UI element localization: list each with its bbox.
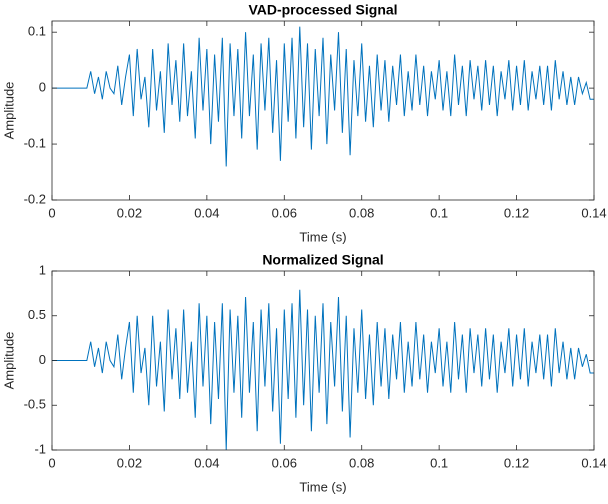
x-tick-label: 0.08 bbox=[349, 455, 374, 470]
x-tick-label: 0.04 bbox=[194, 455, 219, 470]
x-tick-label: 0.02 bbox=[117, 455, 142, 470]
x-tick-label: 0.1 bbox=[430, 205, 448, 220]
y-tick-label: -0.2 bbox=[24, 191, 46, 206]
axes-box bbox=[51, 20, 595, 201]
signal-line bbox=[52, 26, 594, 167]
x-tick-label: 0.02 bbox=[117, 205, 142, 220]
chart-title: Normalized Signal bbox=[262, 252, 383, 268]
y-tick-label: -0.5 bbox=[24, 397, 46, 412]
x-tick-label: 0.14 bbox=[581, 455, 606, 470]
y-axis-label: Amplitude bbox=[1, 82, 16, 140]
y-tick-label: -0.1 bbox=[24, 136, 46, 151]
y-tick-label: 0.1 bbox=[28, 24, 46, 39]
y-axis-label: Amplitude bbox=[1, 332, 16, 390]
x-tick-label: 0.1 bbox=[430, 455, 448, 470]
x-axis-label: Time (s) bbox=[299, 229, 346, 244]
y-tick-label: 0.5 bbox=[28, 307, 46, 322]
x-tick-label: 0.12 bbox=[504, 205, 529, 220]
chart-title: VAD-processed Signal bbox=[248, 2, 397, 18]
x-tick-label: 0.14 bbox=[581, 205, 606, 220]
y-tick-label: 0 bbox=[39, 352, 46, 367]
x-axis-label: Time (s) bbox=[299, 479, 346, 494]
y-tick-label: -1 bbox=[34, 441, 46, 456]
y-tick-label: 0 bbox=[39, 80, 46, 95]
y-tick-label: 1 bbox=[39, 262, 46, 277]
axes-background bbox=[52, 271, 594, 450]
x-tick-label: 0.04 bbox=[194, 205, 219, 220]
x-tick-label: 0.06 bbox=[272, 205, 297, 220]
x-tick-label: 0.06 bbox=[272, 455, 297, 470]
x-tick-label: 0.12 bbox=[504, 455, 529, 470]
signal-line bbox=[52, 289, 594, 451]
x-tick-label: 0 bbox=[48, 205, 55, 220]
x-tick-label: 0.08 bbox=[349, 205, 374, 220]
x-tick-label: 0 bbox=[48, 455, 55, 470]
